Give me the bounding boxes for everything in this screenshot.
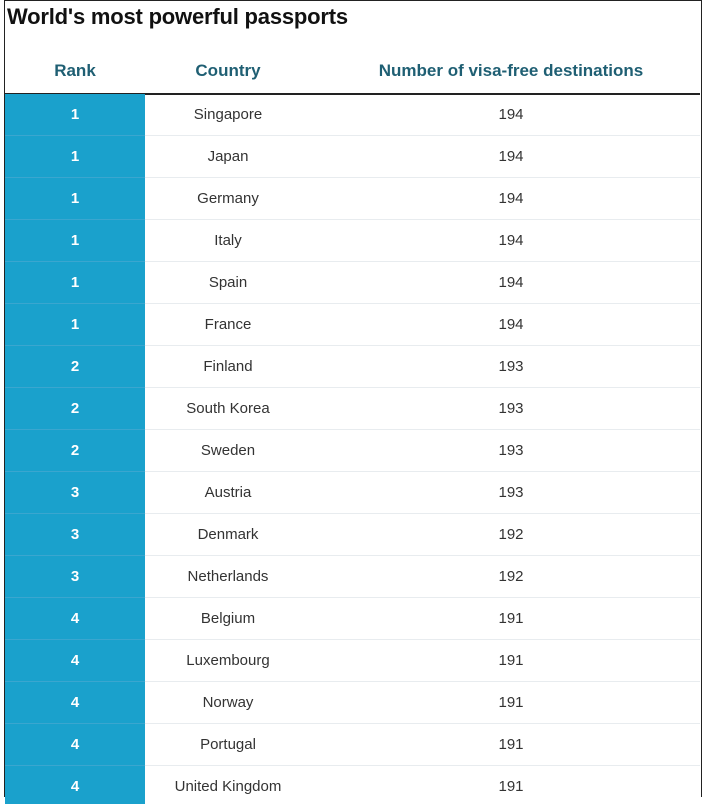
- rank-separator: [5, 177, 145, 178]
- table-row: 2 Finland 193: [5, 346, 700, 388]
- country-cell: United Kingdom: [174, 778, 282, 795]
- rank-separator: [5, 387, 145, 388]
- header-country: Country: [195, 61, 261, 80]
- rank-cell: 1: [70, 190, 80, 207]
- rank-column-background: [5, 94, 145, 797]
- table-row: 3 Denmark 192: [5, 514, 700, 556]
- table-row: 3 Netherlands 192: [5, 556, 700, 598]
- rank-separator: [5, 471, 145, 472]
- destinations-cell: 192: [498, 568, 524, 585]
- table-row: 1 Germany 194: [5, 178, 700, 220]
- table-row: 1 Spain 194: [5, 262, 700, 304]
- table-row: 3 Austria 193: [5, 472, 700, 514]
- rank-separator: [5, 723, 145, 724]
- rank-separator: [5, 345, 145, 346]
- destinations-cell: 193: [498, 484, 524, 501]
- rank-separator: [5, 555, 145, 556]
- country-cell: Finland: [203, 358, 253, 375]
- header-destinations: Number of visa-free destinations: [378, 61, 644, 80]
- table-body: 1 Singapore 194 1 Japan 194 1 Germany 194 1 Italy 1…: [5, 94, 700, 797]
- table-row: 4 Portugal 191: [5, 724, 700, 766]
- country-cell: Belgium: [200, 610, 256, 627]
- country-cell: Luxembourg: [186, 652, 270, 669]
- table-row: 4 Norway 191: [5, 682, 700, 724]
- country-cell: Japan: [207, 148, 249, 165]
- rank-cell: 1: [70, 232, 80, 249]
- rank-cell: 4: [70, 610, 80, 627]
- rank-cell: 1: [70, 316, 80, 333]
- destinations-cell: 194: [498, 148, 524, 165]
- destinations-cell: 194: [498, 316, 524, 333]
- destinations-cell: 191: [498, 652, 524, 669]
- table-title: World's most powerful passports: [7, 4, 348, 29]
- country-cell: Sweden: [200, 442, 256, 459]
- rank-cell: 1: [70, 148, 80, 165]
- rank-separator: [5, 219, 145, 220]
- destinations-cell: 193: [498, 442, 524, 459]
- table-row: 1 Italy 194: [5, 220, 700, 262]
- country-cell: Netherlands: [187, 568, 269, 585]
- destinations-cell: 194: [498, 274, 524, 291]
- rank-cell: 1: [70, 106, 80, 123]
- country-cell: Spain: [208, 274, 248, 291]
- rank-column-overflow: [5, 797, 145, 804]
- rank-cell: 1: [70, 274, 80, 291]
- destinations-cell: 191: [498, 610, 524, 627]
- country-cell: Denmark: [197, 526, 259, 543]
- rank-cell: 2: [70, 442, 80, 459]
- rank-cell: 4: [70, 736, 80, 753]
- rank-separator: [5, 261, 145, 262]
- rank-separator: [5, 681, 145, 682]
- country-cell: Norway: [202, 694, 254, 711]
- country-cell: South Korea: [186, 400, 270, 417]
- country-cell: Singapore: [193, 106, 263, 123]
- rank-cell: 4: [70, 694, 80, 711]
- table-row: 1 France 194: [5, 304, 700, 346]
- destinations-cell: 193: [498, 400, 524, 417]
- rank-separator: [5, 513, 145, 514]
- rank-separator: [5, 639, 145, 640]
- rank-separator: [5, 765, 145, 766]
- table-header: Rank Country Number of visa-free destina…: [5, 51, 700, 95]
- destinations-cell: 191: [498, 778, 524, 795]
- table-row: 4 Belgium 191: [5, 598, 700, 640]
- rank-cell: 3: [70, 568, 80, 585]
- rank-separator: [5, 303, 145, 304]
- table-row: 1 Singapore 194: [5, 94, 700, 136]
- country-cell: Germany: [197, 190, 259, 207]
- table-row: 2 South Korea 193: [5, 388, 700, 430]
- destinations-cell: 192: [498, 526, 524, 543]
- table-frame: World's most powerful passports Rank Cou…: [4, 0, 702, 797]
- rank-cell: 2: [70, 358, 80, 375]
- rank-cell: 2: [70, 400, 80, 417]
- rank-separator: [5, 135, 145, 136]
- destinations-cell: 194: [498, 106, 524, 123]
- table-row: 1 Japan 194: [5, 136, 700, 178]
- rank-cell: 3: [70, 526, 80, 543]
- country-cell: Portugal: [200, 736, 256, 753]
- rank-separator: [5, 429, 145, 430]
- rank-cell: 3: [70, 484, 80, 501]
- rank-cell: 4: [70, 778, 80, 795]
- country-cell: Italy: [214, 232, 242, 249]
- destinations-cell: 194: [498, 190, 524, 207]
- rank-separator: [5, 597, 145, 598]
- destinations-cell: 191: [498, 694, 524, 711]
- destinations-cell: 193: [498, 358, 524, 375]
- destinations-cell: 194: [498, 232, 524, 249]
- table-row: 4 Luxembourg 191: [5, 640, 700, 682]
- country-cell: Austria: [204, 484, 252, 501]
- table-row: 2 Sweden 193: [5, 430, 700, 472]
- table-row: 4 United Kingdom 191: [5, 766, 700, 797]
- destinations-cell: 191: [498, 736, 524, 753]
- rank-cell: 4: [70, 652, 80, 669]
- country-cell: France: [204, 316, 252, 333]
- header-rank: Rank: [54, 61, 96, 80]
